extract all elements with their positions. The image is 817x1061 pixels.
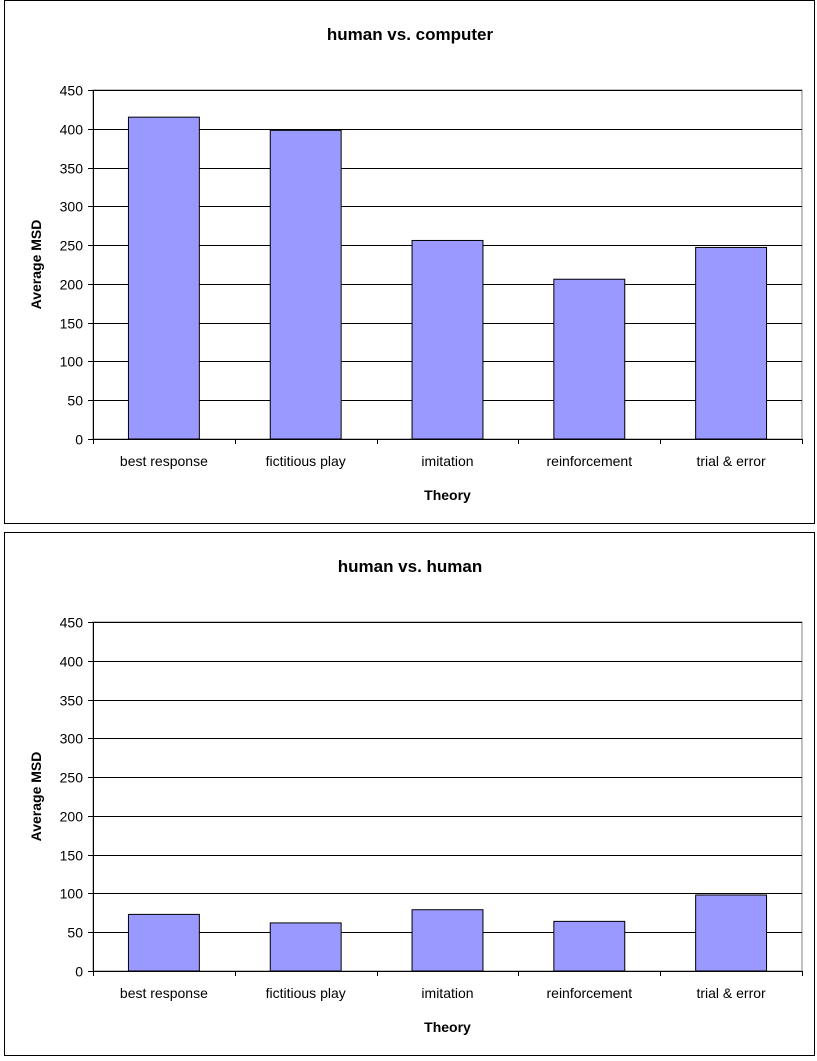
y-tick-label: 100 <box>60 886 84 902</box>
y-tick-label: 300 <box>60 731 84 747</box>
bar <box>269 129 342 440</box>
y-tick-label: 200 <box>60 809 84 825</box>
x-tick-label: imitation <box>421 453 473 469</box>
bar <box>695 246 768 440</box>
bar <box>411 909 484 972</box>
chart-human-vs-computer: 0 50 100 150 200 250 300 350 400 450 best response… <box>4 0 815 524</box>
y-tick-label: 300 <box>60 199 84 215</box>
y-tick-label: 50 <box>67 925 83 941</box>
y-tick-label: 0 <box>75 432 83 448</box>
x-tick-label: reinforcement <box>547 453 633 469</box>
y-tick-label: 200 <box>60 277 84 293</box>
x-tick-label: fictitious play <box>266 985 346 1001</box>
y-tick-label: 250 <box>60 770 84 786</box>
chart-title: human vs. computer <box>327 25 494 44</box>
x-axis-title: Theory <box>424 487 471 503</box>
x-tick-label: best response <box>120 985 208 1001</box>
bar <box>269 922 342 972</box>
y-tick-label: 250 <box>60 238 84 254</box>
chart-title: human vs. human <box>338 557 483 576</box>
y-tick-label: 150 <box>60 316 84 332</box>
y-tick-label: 400 <box>60 654 84 670</box>
y-tick-label: 450 <box>60 615 84 631</box>
y-tick-label: 50 <box>67 393 83 409</box>
y-axis-title: Average MSD <box>28 752 44 842</box>
y-axis-title: Average MSD <box>28 220 44 310</box>
bar <box>695 894 768 972</box>
y-tick-label: 400 <box>60 122 84 138</box>
bar <box>127 116 200 440</box>
x-tick-label: trial & error <box>696 985 766 1001</box>
x-tick-label: best response <box>120 453 208 469</box>
x-tick-label: imitation <box>421 985 473 1001</box>
x-axis-title: Theory <box>424 1019 471 1035</box>
y-tick-label: 350 <box>60 693 84 709</box>
bar <box>553 278 626 440</box>
y-tick-label: 150 <box>60 848 84 864</box>
chart-svg: 0 50 100 150 200 250 300 350 400 450 best response… <box>28 25 803 503</box>
bar <box>411 239 484 440</box>
bar <box>553 920 626 972</box>
chart-svg: 0 50 100 150 200 250 300 350 400 450 best response… <box>28 557 803 1035</box>
y-tick-label: 0 <box>75 964 83 980</box>
x-tick-label: trial & error <box>696 453 766 469</box>
chart-human-vs-human: 0 50 100 150 200 250 300 350 400 450 best response… <box>4 532 815 1056</box>
x-tick-label: reinforcement <box>547 985 633 1001</box>
x-tick-label: fictitious play <box>266 453 346 469</box>
y-tick-label: 350 <box>60 161 84 177</box>
y-tick-label: 100 <box>60 354 84 370</box>
y-tick-label: 450 <box>60 83 84 99</box>
bar <box>127 913 200 972</box>
